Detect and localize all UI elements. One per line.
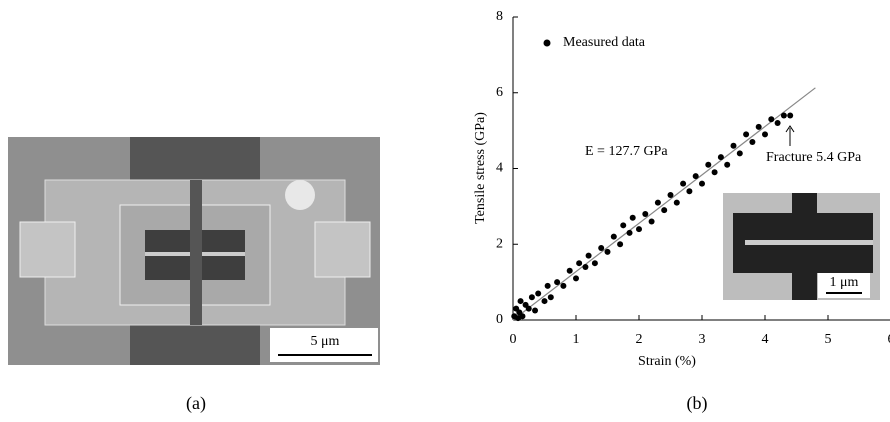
inset-image: 1 μm [723,193,880,300]
x-tick-label: 2 [636,332,643,347]
data-point [661,207,667,213]
data-point [712,169,718,175]
data-point [617,241,623,247]
data-point [518,298,524,304]
data-point [548,294,554,300]
panel-label: (b) [687,393,708,414]
data-point [598,245,604,251]
data-point [737,150,743,156]
legend-marker [544,40,551,47]
data-point [749,139,755,145]
data-point [545,283,551,289]
data-point [655,200,661,206]
x-axis-label: Strain (%) [638,354,696,369]
data-point [775,120,781,126]
data-point [582,264,588,270]
data-point [756,124,762,130]
data-point [554,279,560,285]
annotation: Fracture 5.4 GPa [766,150,862,165]
data-point [532,308,538,314]
data-point [699,181,705,187]
data-point [620,222,626,228]
data-point [535,290,541,296]
x-tick-label: 3 [699,332,706,347]
data-point [787,112,793,118]
sem-image: 5 μm [8,137,380,365]
data-point [529,294,535,300]
data-point [724,162,730,168]
data-point [762,131,768,137]
x-tick-label: 5 [825,332,832,347]
data-point [560,283,566,289]
data-point [768,116,774,122]
data-point [576,260,582,266]
data-point [542,298,548,304]
data-point [573,275,579,281]
y-tick-label: 0 [496,312,503,327]
y-tick-label: 2 [496,236,503,251]
data-point [705,162,711,168]
data-point [519,313,525,319]
panel-label: (a) [186,393,206,414]
legend-label: Measured data [563,35,646,50]
data-point [668,192,674,198]
data-point [627,230,633,236]
data-point [611,234,617,240]
data-point [743,131,749,137]
y-tick-label: 6 [496,85,503,100]
data-point [674,200,680,206]
data-point [781,112,787,118]
data-point [686,188,692,194]
x-tick-label: 1 [573,332,580,347]
y-tick-label: 4 [496,161,503,176]
annotation: E = 127.7 GPa [585,144,668,159]
y-tick-label: 8 [496,9,503,24]
y-axis-label: Tensile stress (GPa) [473,112,488,224]
data-point [718,154,724,160]
data-point [586,253,592,259]
data-point [636,226,642,232]
data-point [526,306,532,312]
inset-scale-bar-label: 1 μm [830,275,859,290]
data-point [649,219,655,225]
data-point [693,173,699,179]
data-point [605,249,611,255]
data-point [592,260,598,266]
x-tick-label: 0 [510,332,517,347]
data-point [630,215,636,221]
data-point [642,211,648,217]
data-point [680,181,686,187]
scale-bar-label: 5 μm [311,334,340,349]
data-point [567,268,573,274]
data-point [731,143,737,149]
x-tick-label: 4 [762,332,769,347]
